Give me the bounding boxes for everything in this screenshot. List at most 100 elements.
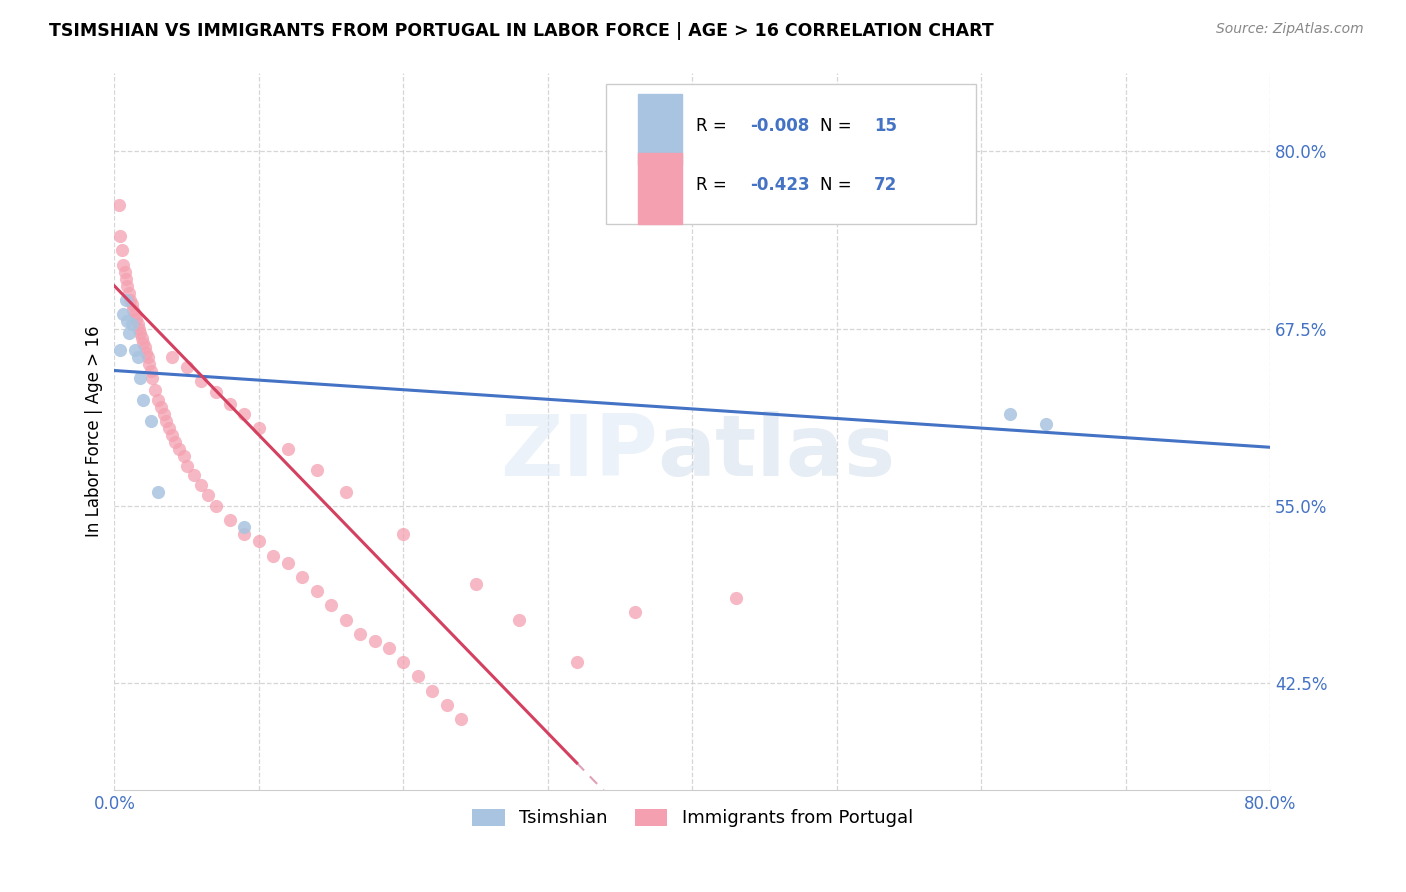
Point: [132, 392, 155, 407]
Point: [335, 484, 357, 499]
Point: [136, 350, 159, 364]
Point: [169, 442, 191, 457]
Point: [183, 467, 205, 482]
Point: [392, 527, 415, 541]
Point: [112, 307, 135, 321]
Point: [134, 340, 156, 354]
Point: [378, 640, 401, 655]
Text: TSIMSHIAN VS IMMIGRANTS FROM PORTUGAL IN LABOR FORCE | AGE > 16 CORRELATION CHAR: TSIMSHIAN VS IMMIGRANTS FROM PORTUGAL IN…: [49, 22, 994, 40]
Point: [233, 527, 256, 541]
Text: R =: R =: [696, 117, 733, 135]
Point: [305, 463, 328, 477]
Point: [233, 407, 256, 421]
Point: [1035, 417, 1057, 431]
Point: [128, 321, 150, 335]
Point: [139, 364, 162, 378]
Point: [141, 371, 163, 385]
Point: [190, 374, 212, 388]
Point: [173, 450, 195, 464]
Point: [157, 421, 180, 435]
Point: [219, 513, 242, 527]
Point: [623, 606, 645, 620]
Point: [450, 712, 472, 726]
Point: [277, 442, 299, 457]
Point: [107, 198, 129, 212]
Point: [335, 613, 357, 627]
Y-axis label: In Labor Force | Age > 16: In Labor Force | Age > 16: [86, 326, 103, 537]
Point: [115, 272, 138, 286]
Point: [118, 286, 141, 301]
Text: ZIP: ZIP: [501, 411, 658, 494]
Point: [127, 318, 149, 332]
Point: [219, 397, 242, 411]
Point: [131, 331, 153, 345]
Point: [204, 499, 226, 513]
Point: [117, 279, 139, 293]
Point: [176, 459, 198, 474]
Bar: [638, 153, 682, 225]
Point: [508, 613, 530, 627]
Point: [124, 343, 146, 357]
Point: [139, 414, 162, 428]
Text: -0.423: -0.423: [751, 176, 810, 194]
Point: [197, 488, 219, 502]
Point: [149, 400, 172, 414]
Point: [129, 326, 152, 340]
Point: [247, 534, 270, 549]
Point: [146, 392, 169, 407]
Point: [138, 357, 160, 371]
Text: N =: N =: [820, 117, 856, 135]
Point: [349, 626, 371, 640]
Point: [152, 407, 174, 421]
Text: atlas: atlas: [658, 411, 896, 494]
Text: -0.008: -0.008: [751, 117, 810, 135]
Point: [724, 591, 747, 606]
Point: [305, 584, 328, 599]
Point: [125, 311, 148, 326]
Point: [129, 371, 152, 385]
Point: [143, 383, 166, 397]
Point: [117, 314, 139, 328]
Point: [392, 655, 415, 669]
Point: [111, 244, 134, 258]
Point: [321, 599, 343, 613]
Point: [204, 385, 226, 400]
Point: [132, 335, 155, 350]
Point: [233, 520, 256, 534]
Point: [176, 359, 198, 374]
Point: [420, 683, 443, 698]
Point: [121, 318, 143, 332]
Point: [160, 350, 183, 364]
Point: [277, 556, 299, 570]
Point: [165, 435, 187, 450]
Point: [247, 421, 270, 435]
Point: [436, 698, 458, 712]
Point: [127, 350, 149, 364]
Point: [464, 577, 486, 591]
Point: [112, 258, 135, 272]
Point: [120, 293, 142, 307]
FancyBboxPatch shape: [606, 84, 976, 224]
Point: [122, 303, 145, 318]
Point: [108, 343, 131, 357]
Text: Source: ZipAtlas.com: Source: ZipAtlas.com: [1216, 22, 1364, 37]
Point: [190, 477, 212, 491]
Text: N =: N =: [820, 176, 856, 194]
Text: R =: R =: [696, 176, 733, 194]
Point: [135, 345, 157, 359]
Point: [115, 293, 138, 307]
Point: [146, 484, 169, 499]
Point: [262, 549, 284, 563]
Point: [565, 655, 588, 669]
Point: [124, 307, 146, 321]
Point: [108, 229, 131, 244]
Point: [118, 326, 141, 340]
Point: [114, 265, 136, 279]
Point: [363, 633, 385, 648]
Point: [155, 414, 177, 428]
Legend: Tsimshian, Immigrants from Portugal: Tsimshian, Immigrants from Portugal: [465, 801, 920, 835]
Point: [1000, 407, 1022, 421]
Text: 15: 15: [875, 117, 897, 135]
Point: [291, 570, 314, 584]
Point: [406, 669, 429, 683]
